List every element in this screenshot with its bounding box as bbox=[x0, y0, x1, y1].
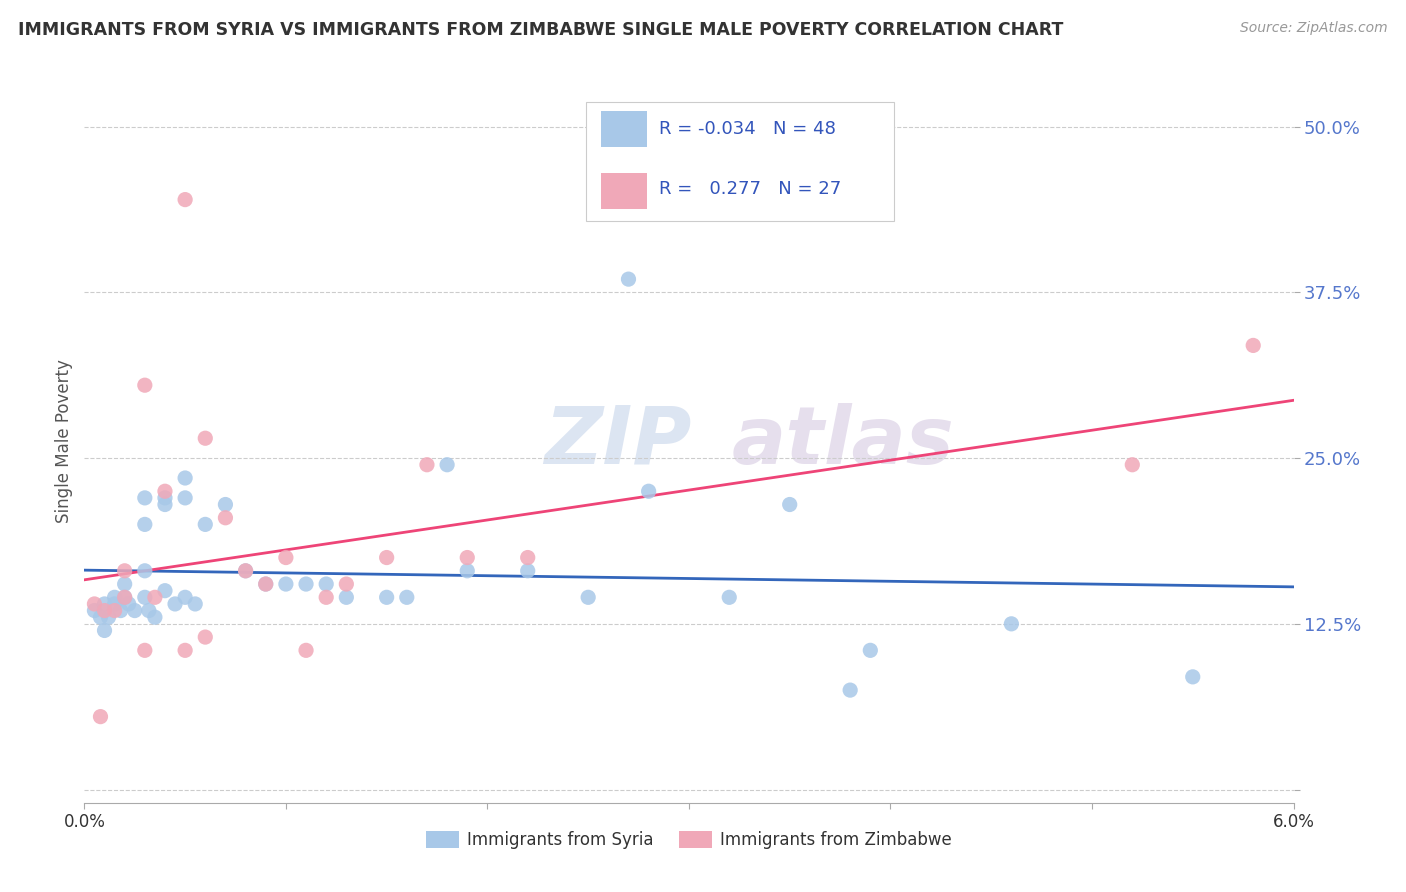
Point bbox=[395, 591, 418, 605]
Legend: Immigrants from Syria, Immigrants from Zimbabwe: Immigrants from Syria, Immigrants from Z… bbox=[419, 824, 959, 856]
Point bbox=[375, 550, 398, 565]
Point bbox=[114, 577, 136, 591]
Point bbox=[174, 193, 197, 207]
Text: atlas: atlas bbox=[731, 402, 955, 481]
Text: R = -0.034   N = 48: R = -0.034 N = 48 bbox=[659, 120, 835, 138]
Point bbox=[637, 484, 659, 499]
Point bbox=[274, 550, 297, 565]
Point bbox=[138, 603, 160, 617]
Point bbox=[194, 517, 217, 532]
Text: IMMIGRANTS FROM SYRIA VS IMMIGRANTS FROM ZIMBABWE SINGLE MALE POVERTY CORRELATIO: IMMIGRANTS FROM SYRIA VS IMMIGRANTS FROM… bbox=[18, 21, 1064, 39]
Point bbox=[174, 591, 197, 605]
Point bbox=[114, 591, 136, 605]
Point bbox=[315, 591, 337, 605]
Point bbox=[375, 591, 398, 605]
Point bbox=[153, 491, 176, 505]
Point bbox=[89, 610, 111, 624]
Point bbox=[576, 591, 599, 605]
Point bbox=[93, 597, 115, 611]
Point bbox=[839, 683, 862, 698]
Point bbox=[456, 550, 478, 565]
Point bbox=[143, 591, 166, 605]
Point bbox=[83, 603, 105, 617]
FancyBboxPatch shape bbox=[586, 102, 894, 221]
Text: Source: ZipAtlas.com: Source: ZipAtlas.com bbox=[1240, 21, 1388, 36]
Point bbox=[617, 272, 640, 286]
Point bbox=[295, 577, 318, 591]
Point bbox=[134, 591, 156, 605]
Point bbox=[104, 591, 127, 605]
Point bbox=[1181, 670, 1204, 684]
Text: R =   0.277   N = 27: R = 0.277 N = 27 bbox=[659, 180, 841, 198]
Point bbox=[194, 431, 217, 445]
Point bbox=[165, 597, 187, 611]
Point bbox=[315, 577, 337, 591]
Point bbox=[1000, 616, 1022, 631]
Point bbox=[134, 378, 156, 392]
Point bbox=[1121, 458, 1143, 472]
Point bbox=[134, 491, 156, 505]
Point bbox=[174, 643, 197, 657]
Point bbox=[718, 591, 741, 605]
Point bbox=[174, 491, 197, 505]
Point bbox=[153, 484, 176, 499]
Point bbox=[143, 610, 166, 624]
Point bbox=[779, 498, 801, 512]
Point bbox=[335, 591, 357, 605]
Point bbox=[124, 603, 146, 617]
FancyBboxPatch shape bbox=[600, 112, 647, 147]
Point bbox=[93, 624, 115, 638]
Point bbox=[93, 603, 115, 617]
Point bbox=[194, 630, 217, 644]
Point bbox=[235, 564, 257, 578]
Point bbox=[174, 471, 197, 485]
Point bbox=[436, 458, 458, 472]
Point bbox=[134, 517, 156, 532]
Point bbox=[516, 550, 538, 565]
Point bbox=[97, 610, 120, 624]
Point bbox=[456, 564, 478, 578]
Point bbox=[114, 591, 136, 605]
Point bbox=[254, 577, 277, 591]
Point bbox=[516, 564, 538, 578]
Point bbox=[104, 597, 127, 611]
Point bbox=[134, 643, 156, 657]
Point bbox=[214, 510, 236, 524]
Point bbox=[104, 603, 127, 617]
Y-axis label: Single Male Poverty: Single Male Poverty bbox=[55, 359, 73, 524]
Point bbox=[859, 643, 882, 657]
Point bbox=[89, 709, 111, 723]
Text: ZIP: ZIP bbox=[544, 402, 692, 481]
Point bbox=[110, 603, 132, 617]
Point bbox=[214, 498, 236, 512]
Point bbox=[134, 564, 156, 578]
Point bbox=[83, 597, 105, 611]
Point bbox=[114, 564, 136, 578]
Point bbox=[235, 564, 257, 578]
Point bbox=[416, 458, 439, 472]
Point bbox=[1241, 338, 1264, 352]
Point bbox=[295, 643, 318, 657]
FancyBboxPatch shape bbox=[600, 173, 647, 209]
Point bbox=[153, 583, 176, 598]
Point bbox=[335, 577, 357, 591]
Point bbox=[153, 498, 176, 512]
Point bbox=[118, 597, 141, 611]
Point bbox=[274, 577, 297, 591]
Point bbox=[254, 577, 277, 591]
Point bbox=[184, 597, 207, 611]
